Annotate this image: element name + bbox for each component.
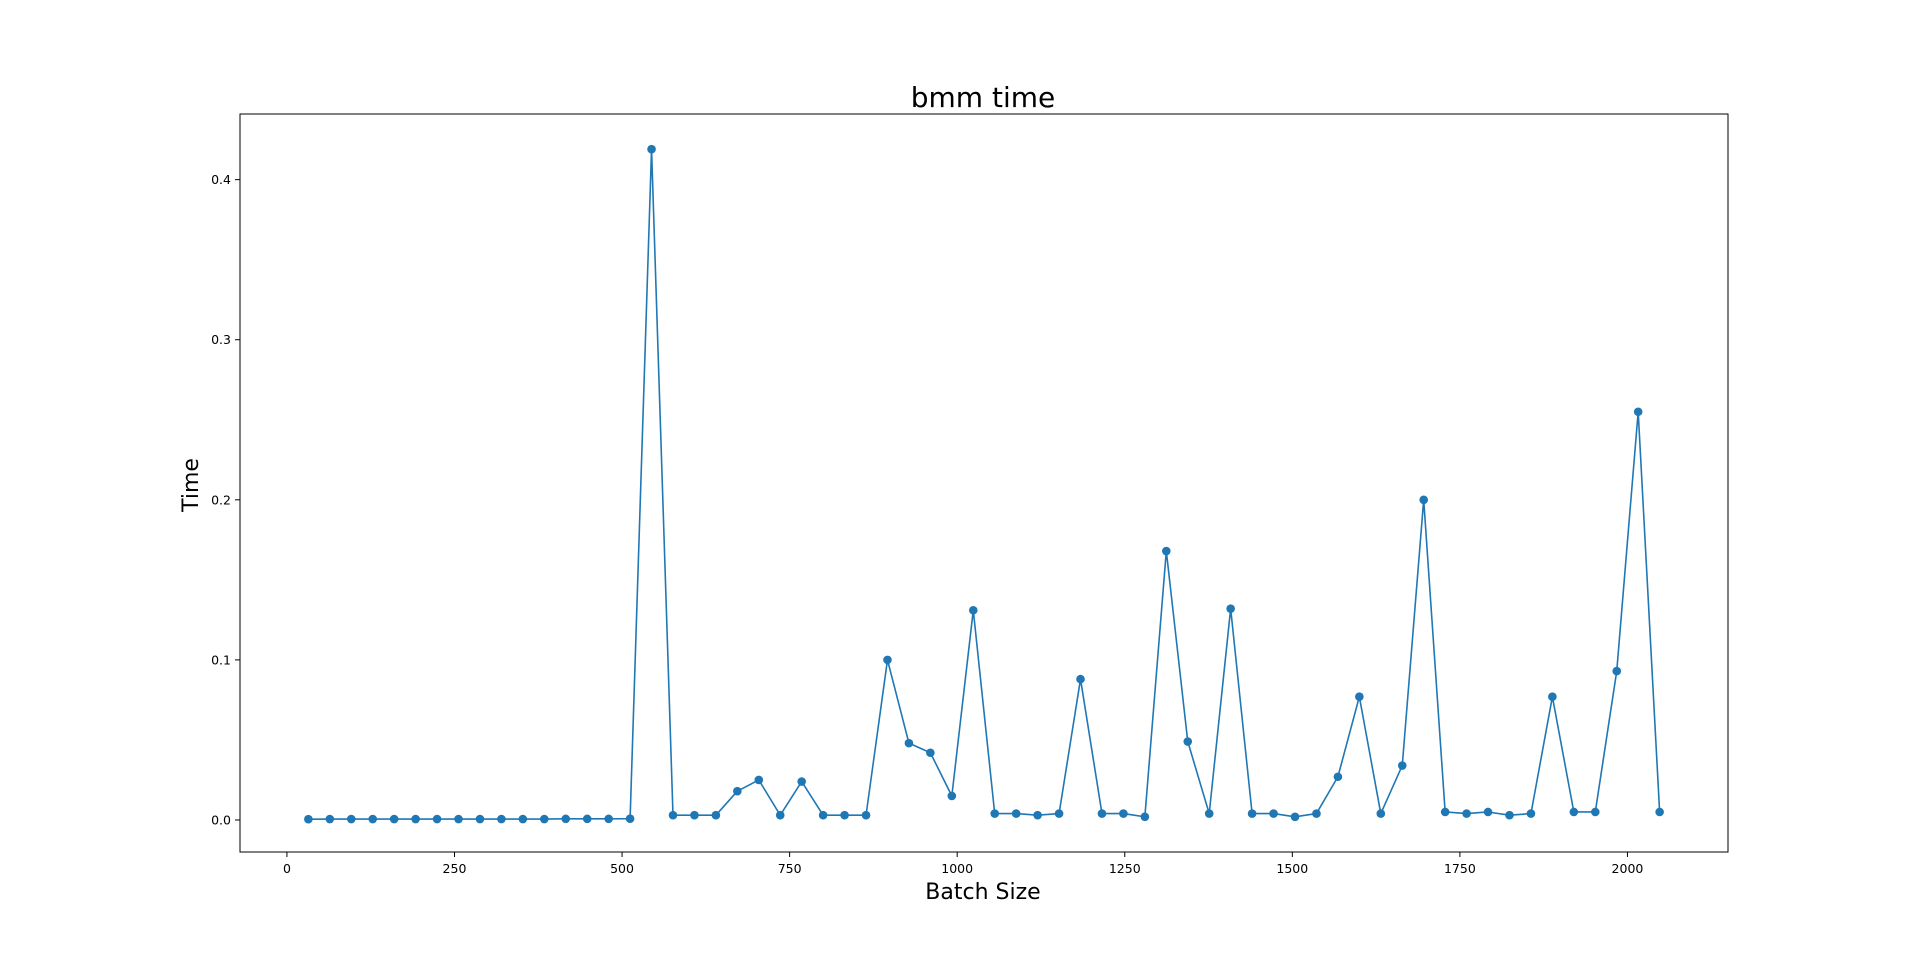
y-tick-label: 0.1: [211, 652, 231, 667]
x-tick-label: 1500: [1276, 861, 1308, 876]
data-point: [1462, 809, 1471, 818]
x-axis: 0 250 500 750 1000 1250 1500 1750 2000: [283, 852, 1643, 876]
data-point: [1333, 772, 1343, 782]
data-point: [1440, 807, 1450, 817]
data-point: [582, 814, 592, 824]
data-point: [325, 814, 335, 824]
data-point: [389, 814, 399, 824]
data-point: [883, 655, 892, 665]
data-point: [1483, 807, 1493, 817]
data-point: [1312, 809, 1321, 818]
y-axis: 0.0 0.1 0.2 0.3 0.4: [211, 172, 240, 827]
series-layer: [304, 144, 1664, 824]
data-point: [604, 814, 613, 824]
data-point: [647, 144, 656, 154]
data-point: [1397, 761, 1407, 770]
data-point: [1419, 495, 1428, 505]
x-tick-label: 1750: [1444, 861, 1476, 876]
y-tick-label: 0.2: [211, 492, 231, 507]
data-point: [1269, 809, 1278, 818]
data-point: [818, 810, 828, 820]
plot-frame: [239, 113, 1729, 853]
data-point: [1183, 737, 1193, 746]
x-tick-label: 250: [443, 861, 467, 876]
y-tick-label: 0.4: [211, 172, 231, 187]
data-point: [1590, 807, 1600, 817]
data-point: [1054, 809, 1064, 818]
data-point: [1655, 807, 1664, 817]
data-point: [1290, 812, 1300, 822]
data-point: [968, 605, 978, 615]
data-point: [904, 738, 914, 748]
data-point: [518, 814, 528, 824]
data-point: [711, 810, 721, 820]
data-point: [561, 814, 571, 824]
y-axis-label: Time: [179, 458, 204, 513]
data-point: [1505, 810, 1514, 820]
data-point: [1569, 807, 1579, 817]
series-line: [308, 148, 1661, 820]
data-point: [840, 810, 849, 820]
data-point: [346, 814, 356, 824]
x-axis-label: Batch Size: [925, 880, 1040, 905]
plot-area: [239, 113, 1729, 853]
data-point: [432, 814, 442, 824]
y-tick-label: 0.3: [211, 332, 231, 347]
data-point: [540, 814, 549, 824]
data-point: [1162, 546, 1171, 556]
data-point: [1097, 809, 1107, 818]
y-tick-label: 0.0: [211, 812, 231, 827]
data-point: [1526, 809, 1536, 818]
data-point: [668, 810, 678, 820]
data-point: [1204, 809, 1214, 818]
data-point: [497, 814, 506, 824]
data-point: [797, 777, 806, 786]
data-point: [775, 810, 785, 820]
data-point: [1033, 810, 1042, 820]
data-point: [304, 814, 313, 824]
data-point: [1376, 809, 1386, 818]
data-point: [1226, 604, 1235, 613]
data-point: [926, 748, 935, 758]
data-point: [475, 814, 485, 824]
data-point: [368, 814, 378, 824]
data-point: [990, 809, 1000, 818]
data-point: [1633, 407, 1643, 417]
x-tick-label: 0: [283, 861, 291, 876]
data-point: [1076, 674, 1085, 684]
x-tick-label: 750: [778, 861, 802, 876]
x-tick-label: 1250: [1109, 861, 1141, 876]
data-point: [733, 786, 742, 796]
x-tick-label: 2000: [1612, 861, 1644, 876]
data-point: [947, 791, 957, 801]
data-point: [1119, 809, 1128, 818]
data-point: [861, 810, 871, 820]
data-point: [1355, 692, 1364, 702]
data-point: [1247, 809, 1257, 818]
data-point: [754, 775, 764, 785]
data-point: [690, 810, 699, 820]
data-point: [1548, 692, 1557, 702]
data-point: [411, 814, 420, 824]
data-point: [1140, 812, 1150, 822]
x-tick-label: 1000: [941, 861, 973, 876]
data-point: [1612, 666, 1622, 676]
data-point: [625, 814, 635, 824]
data-point: [454, 814, 463, 824]
chart-title: bmm time: [911, 81, 1055, 114]
x-tick-label: 500: [610, 861, 634, 876]
data-point: [1011, 809, 1021, 818]
